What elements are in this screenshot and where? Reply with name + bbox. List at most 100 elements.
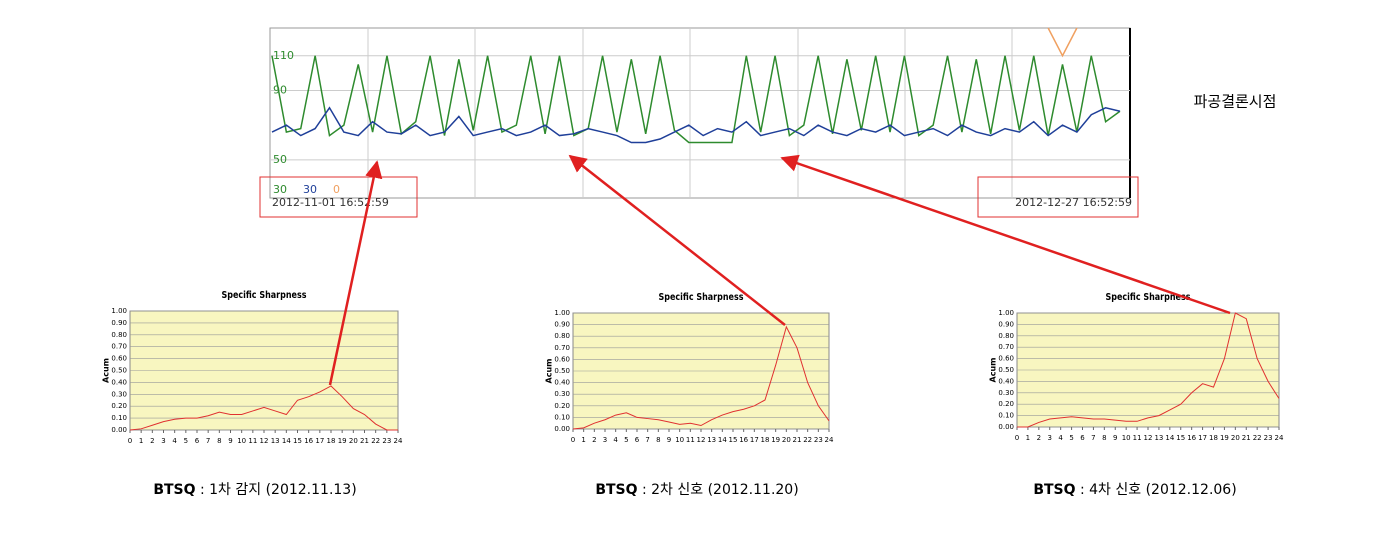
x-tick-label: 22 [1253,434,1262,442]
x-tick-label: 12 [260,437,269,445]
caption-bold: BTSQ [153,482,195,498]
legend-entry: 30 [303,183,317,196]
x-tick-label: 10 [237,437,246,445]
x-tick-label: 1 [139,437,143,445]
x-tick-label: 2 [1037,434,1041,442]
x-tick-label: 19 [1220,434,1229,442]
x-tick-label: 10 [1122,434,1131,442]
y-tick-label: 0.30 [111,390,127,398]
top-plot [269,27,1131,199]
y-tick-label: 0.80 [998,332,1014,340]
x-tick-label: 15 [1176,434,1185,442]
y-tick-label: 0.50 [111,367,127,375]
highlight-box [259,176,418,218]
x-tick-label: 21 [793,436,802,444]
x-tick-label: 21 [1242,434,1251,442]
caption-text: : 2차 신호 (2012.11.20) [638,482,799,498]
x-tick-label: 22 [803,436,812,444]
x-tick-label: 6 [635,436,640,444]
legend-entry: 30 [273,183,287,196]
caption: BTSQ : 2차 신호 (2012.11.20) [595,482,798,498]
x-tick-label: 24 [825,436,834,444]
annotation: 파공결론시점 [1194,93,1277,111]
y-tick-label: 50 [273,153,287,166]
x-tick-label: 4 [613,436,618,444]
caption-text: : 1차 감지 (2012.11.13) [196,482,357,498]
x-label: 2012-12-27 16:52:59 [1015,196,1132,209]
series-line [129,385,398,431]
x-tick-label: 23 [1264,434,1273,442]
chart-title: Specific Sharpness [222,290,307,301]
x-tick-label: 2 [592,436,596,444]
x-label: 2012-11-01 16:52:59 [272,196,389,209]
y-tick-label: 0.90 [554,321,570,329]
x-tick-label: 1 [1026,434,1030,442]
y-tick-label: 110 [273,49,294,62]
y-tick-label: 0.60 [998,355,1014,363]
x-tick-label: 18 [1209,434,1218,442]
x-tick-label: 22 [371,437,380,445]
x-tick-label: 14 [282,437,291,445]
x-tick-label: 17 [750,436,759,444]
x-tick-label: 15 [293,437,302,445]
x-tick-label: 23 [814,436,823,444]
x-tick-label: 8 [1102,434,1106,442]
series-line [271,106,1121,144]
x-tick-label: 1 [581,436,585,444]
y-tick-label: 0.00 [998,423,1014,431]
x-tick-label: 16 [739,436,748,444]
series-line [1017,312,1280,428]
y-tick-label: 0.90 [111,319,127,327]
y-tick-label: 0.20 [998,400,1014,408]
x-tick-label: 19 [771,436,780,444]
x-tick-label: 11 [686,436,695,444]
x-tick-label: 8 [217,437,221,445]
series-line [1047,27,1078,58]
caption-bold: BTSQ [595,482,637,498]
y-tick-label: 0.40 [111,378,127,386]
y-tick-label: 0.10 [554,413,570,421]
x-tick-label: 7 [206,437,210,445]
chart-title: Specific Sharpness [659,292,744,303]
y-axis-label: Acum [545,359,554,384]
y-tick-label: 0.10 [111,414,127,422]
x-tick-label: 14 [1165,434,1174,442]
x-tick-label: 10 [675,436,684,444]
y-tick-label: 0.50 [998,366,1014,374]
x-tick-label: 7 [645,436,649,444]
x-tick-label: 8 [656,436,660,444]
y-tick-label: 0.20 [111,402,127,410]
x-tick-label: 6 [1080,434,1085,442]
x-tick-label: 7 [1091,434,1095,442]
x-tick-label: 6 [195,437,200,445]
x-tick-label: 13 [1154,434,1163,442]
y-tick-label: 0.50 [554,367,570,375]
x-tick-label: 0 [128,437,132,445]
y-tick-label: 0.70 [111,343,127,351]
y-tick-label: 0.30 [554,390,570,398]
x-tick-label: 3 [161,437,165,445]
x-tick-label: 20 [782,436,791,444]
caption: BTSQ : 4차 신호 (2012.12.06) [1033,482,1236,498]
x-tick-label: 0 [1015,434,1019,442]
x-tick-label: 16 [304,437,313,445]
y-tick-label: 1.00 [554,309,570,317]
series-line [271,55,1121,144]
x-tick-label: 19 [338,437,347,445]
x-tick-label: 9 [667,436,671,444]
caption: BTSQ : 1차 감지 (2012.11.13) [153,482,356,498]
x-tick-label: 18 [761,436,770,444]
caption-text: : 4차 신호 (2012.12.06) [1076,482,1237,498]
y-tick-label: 0.60 [554,355,570,363]
highlight-box [977,176,1139,218]
x-tick-label: 3 [603,436,607,444]
legend-entry: 0 [333,183,340,196]
y-axis-label: Acum [102,358,111,383]
x-tick-label: 24 [1275,434,1284,442]
y-tick-label: 0.80 [554,332,570,340]
y-tick-label: 0.80 [111,331,127,339]
chart-title: Specific Sharpness [1106,292,1191,303]
y-axis-label: Acum [989,358,998,383]
y-tick-label: 0.70 [554,344,570,352]
